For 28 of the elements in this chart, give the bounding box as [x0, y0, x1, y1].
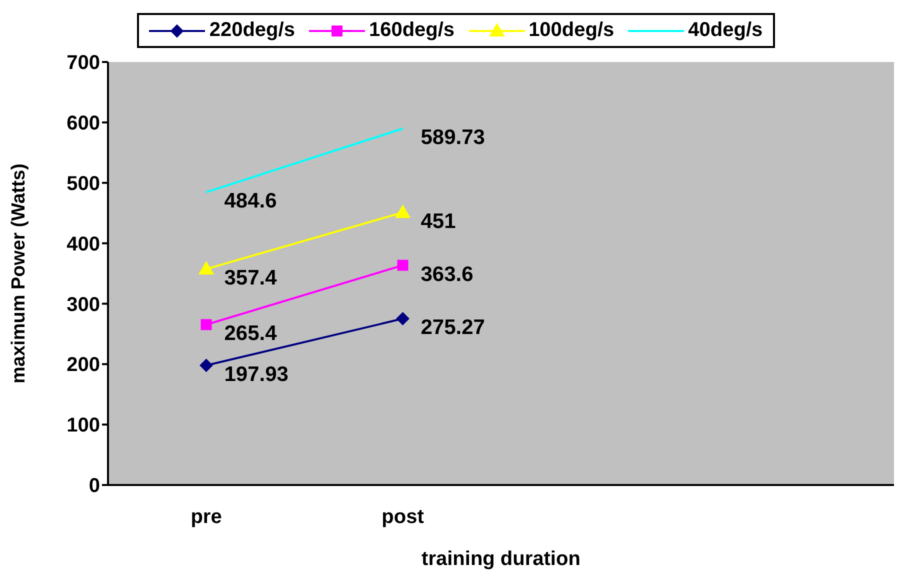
legend-label: 100deg/s	[528, 19, 614, 42]
data-label: 589.73	[420, 126, 485, 150]
x-tick-label: pre	[190, 506, 222, 528]
legend-label: 160deg/s	[368, 19, 455, 42]
x-tick-label: post	[382, 506, 424, 528]
data-label: 484.6	[224, 190, 277, 213]
y-tick-label: 300	[66, 294, 100, 316]
y-tick-label: 500	[66, 172, 100, 195]
data-label: 357.4	[224, 266, 278, 290]
y-tick-label: 600	[66, 112, 100, 135]
y-tick-label: 700	[66, 52, 100, 74]
data-label: 197.93	[224, 362, 288, 386]
x-axis-title: training duration	[422, 548, 580, 570]
legend-label: 220deg/s	[209, 19, 295, 42]
y-tick-label: 100	[66, 414, 100, 437]
y-tick-label: 400	[66, 233, 100, 256]
data-label: 363.6	[420, 262, 474, 286]
data-label: 451	[420, 210, 456, 234]
y-tick-label: 200	[66, 354, 100, 376]
legend-label: 40deg/s	[688, 19, 763, 42]
y-axis-title: maximum Power (Watts)	[8, 164, 30, 384]
point	[200, 358, 213, 372]
y-tick-label: 0	[88, 475, 100, 498]
point	[397, 260, 408, 271]
data-label: 265.4	[224, 322, 278, 346]
point	[396, 312, 410, 326]
point	[200, 319, 212, 330]
data-label: 275.27	[420, 316, 485, 340]
